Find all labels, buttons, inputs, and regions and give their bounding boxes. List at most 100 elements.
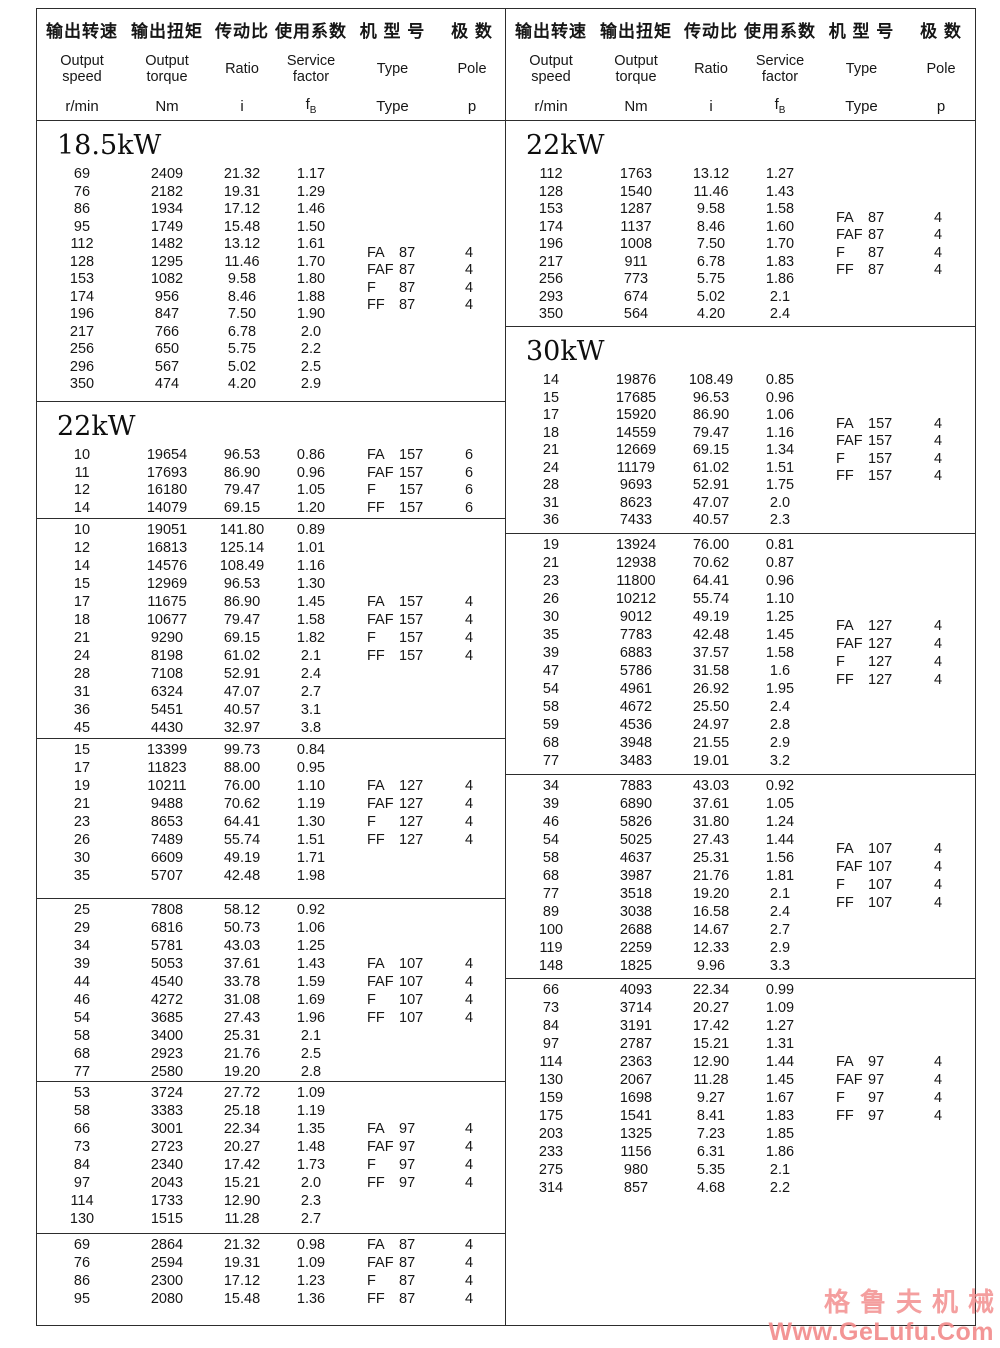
pole-count: 4: [933, 636, 943, 652]
table-row: 256 650 5.75 2.2: [37, 341, 505, 359]
output-torque-value: 4272: [150, 992, 184, 1008]
output-speed-value: 217: [69, 323, 95, 340]
type-prefix: F: [836, 244, 845, 261]
type-row: F 87 4: [367, 280, 483, 298]
type-size: 107: [399, 974, 424, 990]
type-row: FAF 127 4: [367, 795, 483, 813]
ratio-value: 33.78: [223, 974, 261, 990]
service-factor-value: 2.3: [769, 512, 791, 528]
type-size: 87: [399, 262, 416, 279]
ratio-value: 17.42: [223, 1157, 261, 1173]
section-rows: 10 19654 96.53 0.86 11 17693 86.90 0.96 12 16180 7…: [37, 447, 505, 517]
type-row: FF 97 4: [836, 1107, 952, 1125]
output-torque-value: 3714: [619, 1000, 653, 1016]
table-row: 31 8623 47.07 2.0: [506, 495, 975, 513]
ratio-value: 9.96: [696, 958, 726, 974]
ratio-value: 108.49: [219, 558, 265, 574]
table-row: 26 10212 55.74 1.10: [506, 590, 975, 608]
output-speed-value: 77: [73, 1064, 91, 1080]
table-row: 86 2300 17.12 1.23: [37, 1272, 505, 1290]
service-factor-value: 1.80: [296, 271, 326, 287]
col-header-pole-en: Pole: [457, 61, 487, 77]
table-row: 59 4536 24.97 2.8: [506, 716, 975, 734]
type-row: FAF 157 4: [836, 433, 952, 451]
output-torque-value: 1156: [620, 1144, 652, 1160]
spec-section: 53 3724 27.72 1.09 58 3383 25.18 1.19 66 3001 22.3…: [37, 1081, 505, 1233]
type-prefix: FA: [367, 956, 385, 972]
service-factor-value: 2.7: [300, 1211, 322, 1227]
output-speed-value: 14: [73, 558, 91, 574]
output-torque-value: 2409: [150, 166, 184, 182]
table-row: 112 1482 13.12 1.61: [37, 236, 505, 254]
output-speed-value: 39: [542, 645, 560, 661]
service-factor-value: 1.43: [765, 183, 795, 200]
pole-count: 4: [933, 859, 943, 875]
output-speed-value: 53: [73, 1085, 91, 1101]
output-speed-value: 100: [538, 922, 564, 938]
table-row: 11 17693 86.90 0.96: [37, 465, 505, 483]
pole-count: 4: [933, 209, 943, 226]
table-row: 17 11823 88.00 0.95: [37, 759, 505, 777]
type-size: 87: [868, 227, 885, 244]
pole-count: 4: [933, 262, 943, 279]
output-speed-value: 11: [74, 464, 90, 481]
ratio-value: 43.03: [223, 938, 261, 954]
output-torque-value: 9488: [150, 796, 184, 812]
output-torque-value: 2340: [150, 1157, 184, 1173]
output-speed-value: 31: [73, 684, 91, 700]
table-row: 217 911 6.78 1.83: [506, 254, 975, 272]
output-speed-value: 15: [73, 742, 91, 758]
type-prefix: FA: [367, 447, 385, 463]
ratio-value: 4.20: [696, 306, 726, 322]
unit-type: Type: [845, 97, 878, 115]
ratio-value: 76.00: [692, 537, 730, 553]
type-row: FA 87 4: [367, 1236, 483, 1254]
service-factor-value: 1.05: [765, 796, 795, 812]
output-torque-value: 7108: [150, 666, 184, 682]
unit-pole: p: [467, 97, 477, 115]
power-rating: 22kW: [526, 130, 605, 161]
output-torque-value: 980: [623, 1162, 649, 1178]
table-row: 46 4272 31.08 1.69: [37, 991, 505, 1009]
output-torque-value: 19876: [615, 372, 657, 388]
type-size: 127: [868, 618, 893, 634]
table-row: 54 4961 26.92 1.95: [506, 680, 975, 698]
pole-count: 4: [933, 1090, 943, 1106]
output-torque-value: 3483: [619, 753, 653, 769]
sections-left: 18.5kW 69 2409 21.32 1.17 76 2182 19.31 1.29 86 19…: [37, 121, 505, 1325]
table-row: 76 2182 19.31 1.29: [37, 184, 505, 202]
type-row: FF 87 4: [367, 1290, 483, 1308]
output-speed-value: 159: [538, 1090, 564, 1106]
output-torque-value: 2182: [150, 183, 184, 200]
service-factor-value: 1.36: [296, 1291, 326, 1307]
table-row: 30 9012 49.19 1.25: [506, 608, 975, 626]
output-speed-value: 21: [542, 442, 560, 458]
output-speed-value: 128: [69, 253, 95, 270]
power-rating: 22kW: [57, 411, 136, 442]
watermark-url: Www.GeLufu.Com: [768, 1318, 994, 1346]
table-row: 26 7489 55.74 1.51: [37, 831, 505, 849]
service-factor-value: 1.29: [296, 183, 326, 200]
type-row: F 97 4: [836, 1089, 952, 1107]
output-speed-value: 76: [73, 183, 91, 200]
ratio-value: 25.31: [223, 1028, 261, 1044]
output-torque-value: 2580: [150, 1064, 184, 1080]
service-factor-value: 2.1: [300, 1028, 322, 1044]
ratio-value: 21.76: [223, 1046, 261, 1062]
type-prefix: FAF: [367, 974, 394, 990]
output-speed-value: 34: [542, 778, 560, 794]
service-factor-value: 2.2: [300, 341, 322, 357]
type-row: FF 97 4: [367, 1174, 483, 1192]
type-row: FA 157 6: [367, 447, 483, 465]
output-speed-value: 350: [69, 376, 95, 392]
pole-count: 4: [464, 832, 474, 848]
type-size: 87: [399, 279, 416, 296]
output-torque-value: 19654: [146, 447, 188, 463]
type-prefix: FF: [367, 648, 385, 664]
type-row: FA 87 4: [836, 210, 952, 228]
col-header-service-factor-en: Service factor: [755, 53, 805, 85]
output-torque-value: 1541: [619, 1108, 653, 1124]
ratio-value: 86.90: [223, 594, 261, 610]
output-speed-value: 130: [538, 1072, 564, 1088]
service-factor-value: 1.20: [296, 499, 326, 516]
